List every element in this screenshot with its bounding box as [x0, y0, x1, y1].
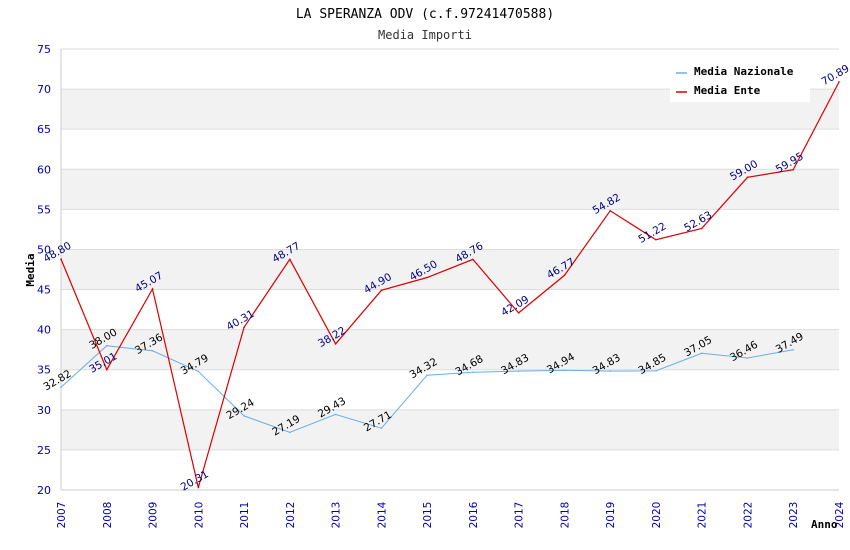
legend-label-naz: Media Nazionale: [694, 65, 794, 78]
x-tick-label: 2023: [788, 502, 800, 529]
y-tick-label: 75: [37, 43, 51, 56]
y-tick-label: 55: [37, 203, 51, 216]
data-point-naz: [243, 415, 245, 417]
data-point-ente: [563, 274, 566, 277]
data-point-naz: [563, 369, 566, 372]
plot-band: [61, 329, 839, 370]
y-tick-labels: 20 25 30 35 40 45 50 55 60 65 70 75: [37, 43, 51, 497]
data-point-naz: [472, 371, 474, 374]
data-point-naz: [426, 374, 428, 376]
legend-label-ente: Media Ente: [694, 84, 761, 97]
x-tick-label: 2021: [697, 502, 709, 529]
x-tick-label: 2012: [285, 502, 297, 529]
x-tick-label: 2010: [193, 502, 205, 529]
x-tick-label: 2019: [605, 502, 617, 529]
data-point-naz: [60, 386, 62, 389]
data-point-naz: [334, 413, 337, 416]
data-point-ente: [700, 227, 703, 230]
data-point-ente: [517, 312, 520, 314]
y-tick-label: 40: [37, 324, 51, 337]
data-point-ente: [197, 486, 200, 489]
x-axis-label: Anno: [811, 518, 838, 531]
x-tick-label: 2011: [239, 502, 251, 529]
x-tick-label: 2007: [56, 502, 68, 529]
x-tick-label: 2018: [559, 502, 571, 529]
chart-subtitle: Media Importi: [378, 28, 472, 42]
data-point-ente: [746, 176, 749, 179]
y-tick-label: 65: [37, 123, 51, 136]
x-tick-label: 2020: [651, 502, 663, 529]
data-point-ente: [838, 81, 840, 83]
x-tick-label: 2017: [514, 502, 526, 529]
data-point-naz: [151, 350, 154, 352]
y-tick-label: 20: [37, 484, 51, 497]
data-point-ente: [243, 326, 245, 328]
x-tick-label: 2022: [742, 502, 754, 529]
data-point-naz: [655, 370, 657, 372]
data-point-naz: [380, 427, 383, 429]
y-tick-label: 60: [37, 163, 51, 176]
data-point-ente: [380, 289, 383, 292]
plot-band: [61, 409, 839, 450]
y-tick-label: 70: [37, 83, 51, 96]
x-tick-label: 2009: [148, 502, 160, 529]
data-point-naz: [105, 344, 108, 347]
data-point-ente: [60, 258, 62, 260]
y-axis-label: Media: [24, 253, 37, 286]
data-point-ente: [334, 343, 337, 345]
data-point-ente: [609, 210, 611, 212]
data-point-naz: [517, 370, 520, 372]
plot-band: [61, 249, 839, 290]
x-tick-label: 2008: [102, 502, 114, 529]
series-line-ente: [60, 81, 840, 488]
x-tick-label: 2016: [468, 501, 480, 528]
plot-band: [61, 169, 839, 210]
x-tick-label: 2013: [331, 502, 343, 529]
chart-title: LA SPERANZA ODV (c.f.97241470588): [296, 7, 554, 22]
x-tick-labels: 2007 2008 2009 2010 2011 2012 2013 2014 2015 2016…: [56, 501, 846, 528]
data-point-ente: [472, 258, 474, 261]
data-point-ente: [655, 238, 657, 241]
legend: Media Nazionale Media Ente: [670, 60, 810, 102]
y-tick-label: 45: [37, 284, 51, 297]
y-tick-label: 30: [37, 404, 51, 417]
y-tick-label: 35: [37, 364, 51, 377]
data-point-naz: [609, 370, 611, 372]
y-tick-label: 50: [37, 243, 51, 256]
data-point-naz: [746, 357, 749, 359]
legend-box: [670, 60, 810, 102]
series-lines: [60, 81, 840, 489]
plot-bands: [61, 49, 839, 490]
data-point-naz: [197, 370, 200, 373]
data-point-ente: [105, 368, 108, 371]
data-point-ente: [289, 258, 291, 261]
data-point-ente: [792, 168, 795, 171]
x-tick-label: 2024: [834, 501, 846, 528]
plot-grid: [60, 48, 839, 491]
data-point-ente: [426, 276, 428, 279]
data-point-naz: [700, 352, 703, 355]
x-tick-label: 2015: [422, 502, 434, 529]
data-point-ente: [151, 288, 154, 290]
y-tick-label: 25: [37, 444, 51, 457]
x-tick-label: 2014: [376, 501, 388, 528]
data-point-naz: [289, 431, 291, 434]
data-point-naz: [792, 348, 795, 351]
